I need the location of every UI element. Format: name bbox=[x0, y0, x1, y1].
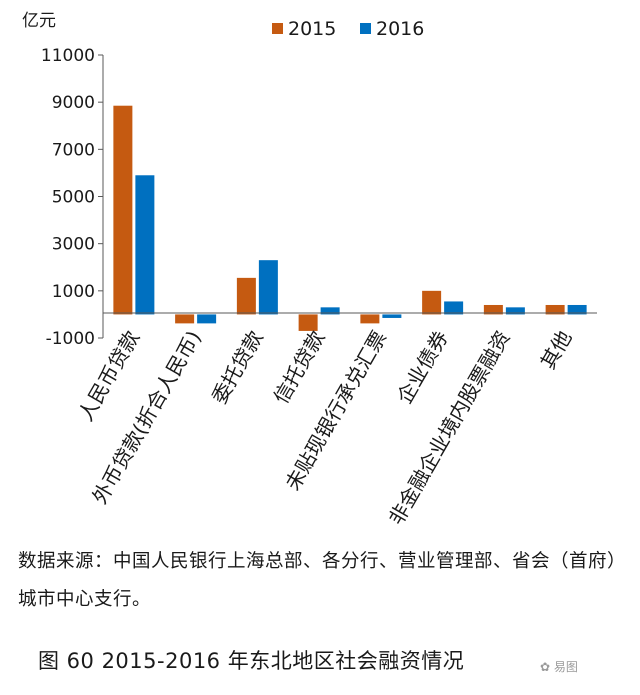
bar-2015 bbox=[113, 105, 133, 315]
bar-2015 bbox=[545, 304, 565, 315]
legend-swatch bbox=[360, 23, 371, 34]
bar-2016 bbox=[258, 260, 278, 315]
category-label: 外币贷款(折合人民币) bbox=[87, 327, 206, 508]
y-tick-label: 7000 bbox=[52, 140, 95, 160]
category-label: 其他 bbox=[536, 327, 577, 374]
bar-2015 bbox=[236, 277, 256, 315]
bar-2015 bbox=[483, 304, 503, 315]
y-tick-label: 3000 bbox=[52, 235, 95, 255]
y-tick-label: 11000 bbox=[41, 46, 95, 66]
y-tick-label: 1000 bbox=[52, 282, 95, 302]
bar-2016 bbox=[197, 314, 217, 324]
y-axis-unit: 亿元 bbox=[22, 11, 56, 31]
y-tick-label: 5000 bbox=[52, 188, 95, 208]
category-label: 非金融企业境内股票融资 bbox=[384, 327, 515, 530]
legend-label: 2015 bbox=[288, 18, 336, 40]
category-label: 信托贷款 bbox=[269, 327, 330, 408]
bar-2015 bbox=[360, 314, 380, 324]
bars bbox=[113, 105, 587, 331]
figure-caption: 图 60 2015-2016 年东北地区社会融资情况 bbox=[38, 649, 465, 673]
y-axis-ticks: -1000 1000 3000 5000 7000 9000 11000 bbox=[41, 46, 103, 349]
legend-swatch bbox=[272, 23, 283, 34]
bar-2016 bbox=[135, 175, 155, 315]
bar-2016 bbox=[444, 301, 464, 315]
legend: 2015 2016 bbox=[272, 18, 424, 40]
y-tick-label: -1000 bbox=[46, 329, 95, 349]
bar-2016 bbox=[382, 314, 402, 318]
category-label: 委托贷款 bbox=[207, 327, 268, 408]
watermark: ✿ 易图 bbox=[540, 658, 578, 675]
bar-2016 bbox=[320, 307, 340, 315]
y-tick-label: 9000 bbox=[52, 93, 95, 113]
watermark-icon: ✿ bbox=[540, 660, 554, 674]
bar-2016 bbox=[505, 307, 525, 315]
bar-2016 bbox=[567, 304, 587, 315]
watermark-text: 易图 bbox=[553, 660, 578, 674]
legend-label: 2016 bbox=[376, 18, 424, 40]
source-note: 数据来源：中国人民银行上海总部、各分行、营业管理部、省会（首府）城市中心支行。 bbox=[18, 551, 627, 610]
bar-2015 bbox=[175, 314, 195, 324]
bar-2015 bbox=[298, 314, 318, 331]
category-label: 企业债券 bbox=[392, 327, 453, 408]
bar-2015 bbox=[422, 290, 442, 315]
bar-chart: 亿元 -1000 1000 3000 5000 7000 9000 11000 人民币贷款外… bbox=[22, 11, 597, 530]
